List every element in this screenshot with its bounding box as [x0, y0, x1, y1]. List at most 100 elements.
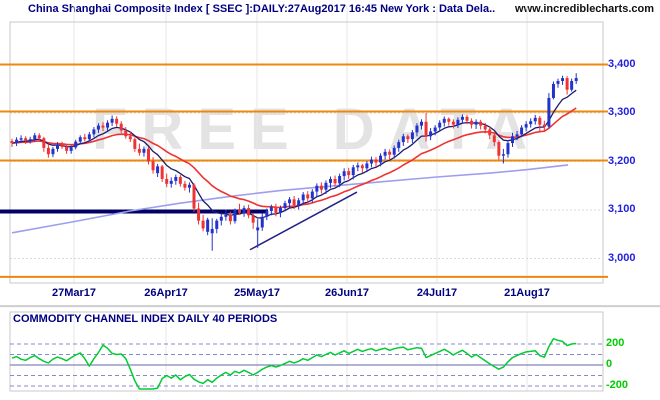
- candlestick-up: [365, 163, 369, 169]
- candlestick-down: [83, 137, 87, 140]
- price-axis-label: 3,000: [608, 251, 636, 264]
- website-link[interactable]: www.incrediblecharts.com: [515, 3, 654, 15]
- candlestick-up: [242, 208, 246, 213]
- candlestick-down: [451, 121, 455, 125]
- candlestick-up: [474, 121, 478, 125]
- candlestick-down: [60, 144, 64, 147]
- candlestick-down: [479, 121, 483, 126]
- chart-title: China Shanghai Composite Index [ SSEC ]:…: [28, 3, 496, 15]
- candlestick-up: [297, 200, 301, 206]
- candlestick-up: [96, 125, 100, 130]
- candlestick-up: [561, 78, 565, 81]
- candlestick-up: [442, 118, 446, 123]
- candlestick-down: [251, 215, 255, 223]
- candlestick-down: [447, 118, 451, 122]
- candlestick-up: [283, 203, 287, 209]
- candlestick-up: [142, 148, 146, 153]
- candlestick-down: [347, 171, 351, 176]
- cci-plot-border: [9, 311, 604, 392]
- candlestick-down: [46, 147, 50, 155]
- candlestick-down: [183, 183, 187, 188]
- candlestick-down: [119, 123, 123, 131]
- candlestick-up: [278, 208, 282, 213]
- candlestick-up: [438, 122, 442, 128]
- candlestick-down: [137, 148, 141, 153]
- cci-axis-label: 200: [606, 337, 625, 349]
- price-axis-label: 3,100: [608, 203, 636, 215]
- candlestick-up: [301, 194, 305, 201]
- date-axis-label: 26Jun17: [324, 287, 370, 299]
- candlestick-down: [147, 148, 150, 162]
- candlestick-up: [233, 210, 237, 222]
- free-data-watermark: FREE DATA: [92, 97, 542, 162]
- candlestick-down: [37, 135, 41, 139]
- candlestick-up: [156, 166, 160, 174]
- candlestick-up: [456, 119, 460, 125]
- candlestick-up: [433, 127, 437, 132]
- candlestick-down: [133, 139, 137, 149]
- candlestick-up: [410, 132, 414, 140]
- candlestick-down: [178, 177, 182, 184]
- candlestick-up: [19, 138, 23, 140]
- price-axis-label: 3,200: [608, 154, 636, 167]
- candlestick-down: [101, 125, 105, 128]
- date-axis-label: 27Mar17: [51, 287, 97, 299]
- candlestick-up: [51, 148, 55, 155]
- candlestick-down: [424, 121, 428, 137]
- main-plot-border: [9, 21, 604, 284]
- long-ma-line: [11, 164, 569, 234]
- candlestick-up: [106, 122, 110, 128]
- slow-ema-line: [11, 107, 577, 209]
- candlestick-up: [78, 137, 82, 142]
- candlestick-up: [379, 155, 383, 163]
- candlestick-up: [329, 178, 332, 183]
- candlestick-up: [429, 131, 433, 137]
- trendline: [249, 191, 358, 251]
- cci-panel-title: COMMODITY CHANNEL INDEX DAILY 40 PERIODS: [13, 313, 278, 325]
- candlestick-down: [228, 214, 232, 222]
- candlestick-down: [42, 138, 46, 148]
- candlestick-down: [247, 208, 251, 216]
- candlestick-down: [360, 165, 364, 169]
- candlestick-up: [15, 139, 19, 144]
- candlestick-up: [269, 207, 273, 211]
- candlestick-up: [397, 142, 401, 148]
- candlestick-up: [110, 118, 114, 123]
- candlestick-down: [160, 166, 164, 179]
- candlestick-up: [215, 220, 219, 229]
- candlestick-up: [547, 97, 551, 127]
- candlestick-down: [319, 185, 323, 190]
- candlestick-down: [24, 138, 28, 141]
- candlestick-up: [310, 191, 314, 199]
- candlestick-down: [201, 220, 205, 229]
- date-axis-label: 24Jul17: [416, 287, 458, 299]
- candlestick-up: [574, 78, 578, 81]
- candlestick-up: [315, 185, 319, 192]
- candlestick-up: [351, 167, 355, 176]
- candlestick-up: [501, 154, 505, 156]
- candlestick-up: [392, 147, 396, 155]
- candlestick-up: [224, 214, 228, 217]
- candlestick-up: [369, 159, 373, 164]
- candlestick-down: [483, 125, 487, 130]
- candlestick-up: [288, 199, 292, 204]
- candlestick-up: [515, 134, 519, 137]
- candlestick-up: [169, 180, 173, 184]
- candlestick-down: [124, 130, 128, 137]
- candlestick-up: [74, 141, 78, 148]
- candlestick-up: [420, 121, 423, 126]
- candlestick-up: [529, 121, 533, 125]
- candlestick-down: [292, 199, 296, 206]
- candlestick-up: [28, 139, 32, 141]
- cci-line: [11, 338, 577, 390]
- candlestick-up: [56, 144, 59, 149]
- candlestick-down: [151, 161, 155, 171]
- candlestick-down: [115, 118, 119, 124]
- candlestick-up: [383, 151, 387, 156]
- candlestick-up: [265, 210, 269, 217]
- candlestick-up: [506, 143, 510, 155]
- candlestick-down: [274, 207, 278, 213]
- candlestick-down: [406, 136, 410, 140]
